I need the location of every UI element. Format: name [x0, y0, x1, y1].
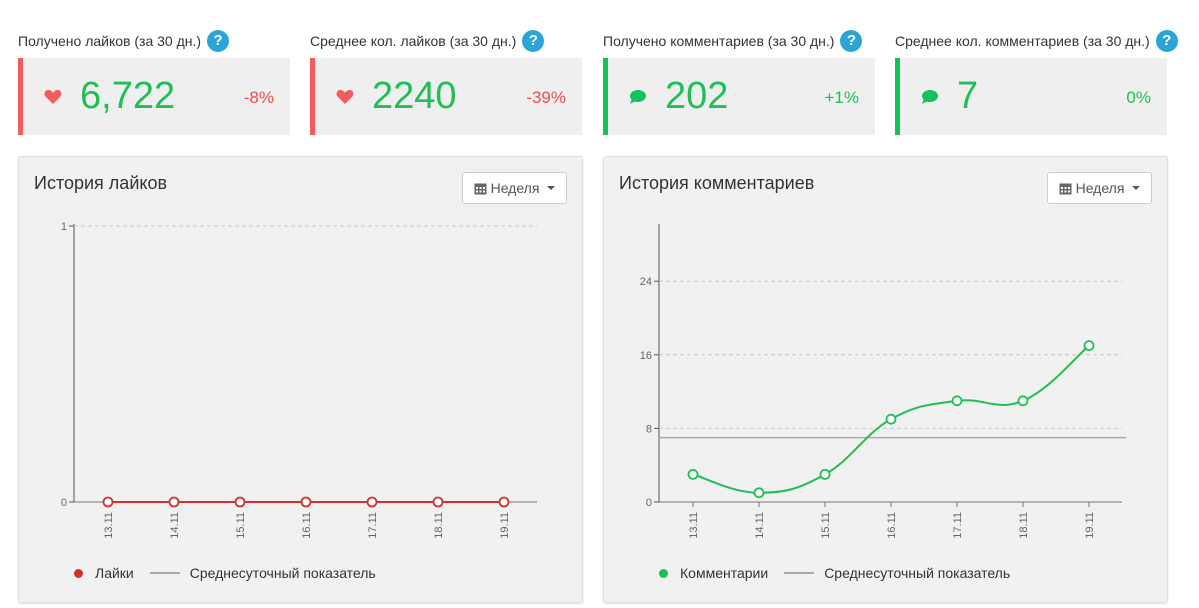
y-tick-label: 24 — [640, 276, 652, 288]
y-tick-label: 1 — [61, 221, 67, 233]
period-dropdown[interactable]: Неделя — [462, 172, 567, 204]
x-tick-label: 16.11 — [886, 512, 898, 539]
data-point — [753, 487, 765, 499]
comment-icon — [922, 90, 938, 104]
data-point — [234, 496, 246, 508]
data-point — [687, 468, 699, 480]
comments-chart: 0 8 16 24 13.11 14.11 15.11 16.11 17.11 18.11 19.1… — [640, 224, 1126, 539]
x-tick-label: 14.11 — [754, 512, 766, 539]
data-point — [168, 496, 180, 508]
legend-marker — [659, 568, 668, 578]
x-tick-label: 15.11 — [235, 512, 247, 539]
data-point — [102, 496, 114, 508]
help-icon[interactable]: ? — [840, 30, 863, 52]
help-icon[interactable]: ? — [1155, 30, 1178, 52]
data-point — [300, 496, 312, 508]
x-tick-label: 19.11 — [1084, 512, 1096, 539]
data-point — [1017, 395, 1029, 407]
data-point — [819, 468, 831, 480]
legend-series-label[interactable]: Лайки — [95, 565, 134, 581]
data-point — [432, 496, 444, 508]
stat-value: 7 — [957, 75, 979, 117]
stat-box: 2240 -39% — [310, 58, 582, 135]
period-dropdown[interactable]: Неделя — [1047, 172, 1152, 204]
y-tick-label: 8 — [646, 423, 652, 435]
stat-box: 202 +1% — [603, 58, 875, 135]
legend-average-line — [149, 572, 180, 574]
stat-change: 0% — [1126, 88, 1151, 107]
data-point — [498, 496, 510, 508]
heart-icon — [336, 89, 354, 104]
data-point — [951, 395, 963, 407]
x-tick-label: 13.11 — [688, 512, 700, 539]
y-tick-label: 0 — [646, 497, 652, 509]
x-tick-label: 19.11 — [499, 512, 511, 539]
help-icon[interactable]: ? — [522, 30, 545, 52]
legend: Лайки Среднесуточный показатель — [74, 565, 376, 581]
legend-average-line — [784, 572, 815, 574]
y-tick-label: 0 — [61, 497, 67, 509]
x-tick-label: 13.11 — [103, 512, 115, 539]
panel-title: История комментариев — [619, 173, 815, 193]
comment-icon — [630, 90, 646, 104]
stat-change: -39% — [526, 88, 566, 107]
legend-marker — [74, 568, 83, 578]
calendar-icon — [1059, 183, 1072, 194]
stat-change: +1% — [824, 88, 860, 107]
stat-value: 202 — [665, 75, 729, 117]
likes-chart: 0 1 13.11 14.11 15.11 16.11 17.11 18.11 19.11 — [61, 221, 537, 539]
legend-series-label[interactable]: Комментарии — [680, 565, 769, 581]
calendar-icon — [474, 183, 487, 194]
heart-icon — [44, 89, 62, 104]
stat-value: 2240 — [372, 75, 457, 117]
help-icon[interactable]: ? — [207, 30, 230, 52]
legend-average-label[interactable]: Среднесуточный показатель — [824, 565, 1011, 581]
x-tick-label: 14.11 — [169, 512, 181, 539]
stat-label: Получено комментариев (за 30 дн.)? — [603, 30, 863, 52]
x-tick-label: 18.11 — [433, 512, 445, 539]
x-tick-label: 15.11 — [820, 512, 832, 539]
stat-box: 7 0% — [895, 58, 1167, 135]
x-tick-label: 17.11 — [367, 512, 379, 539]
comments-history-panel: История комментариев Неделя 0 8 16 24 13.11 1… — [603, 156, 1168, 603]
data-point — [1083, 340, 1095, 352]
data-point — [366, 496, 378, 508]
stat-label: Среднее кол. лайков (за 30 дн.)? — [310, 30, 545, 52]
stat-value: 6,722 — [80, 75, 176, 117]
x-tick-label: 17.11 — [952, 512, 964, 539]
likes-history-panel: История лайков Неделя 0 1 13.11 14.11 15.11 1… — [18, 156, 583, 603]
legend-average-label[interactable]: Среднесуточный показатель — [189, 565, 376, 581]
caret-down-icon — [547, 186, 556, 190]
data-point — [885, 413, 897, 425]
y-tick-label: 16 — [640, 350, 652, 362]
stat-label: Получено лайков (за 30 дн.)? — [18, 30, 230, 52]
x-tick-label: 16.11 — [301, 512, 313, 539]
caret-down-icon — [1132, 186, 1141, 190]
x-tick-label: 18.11 — [1018, 512, 1030, 539]
stat-change: -8% — [243, 88, 274, 107]
legend: Комментарии Среднесуточный показатель — [659, 565, 1010, 581]
stat-box: 6,722 -8% — [18, 58, 290, 135]
stat-label: Среднее кол. комментариев (за 30 дн.)? — [895, 30, 1178, 52]
panel-title: История лайков — [34, 173, 168, 193]
period-label: Неделя — [1075, 180, 1125, 196]
period-label: Неделя — [490, 180, 540, 196]
